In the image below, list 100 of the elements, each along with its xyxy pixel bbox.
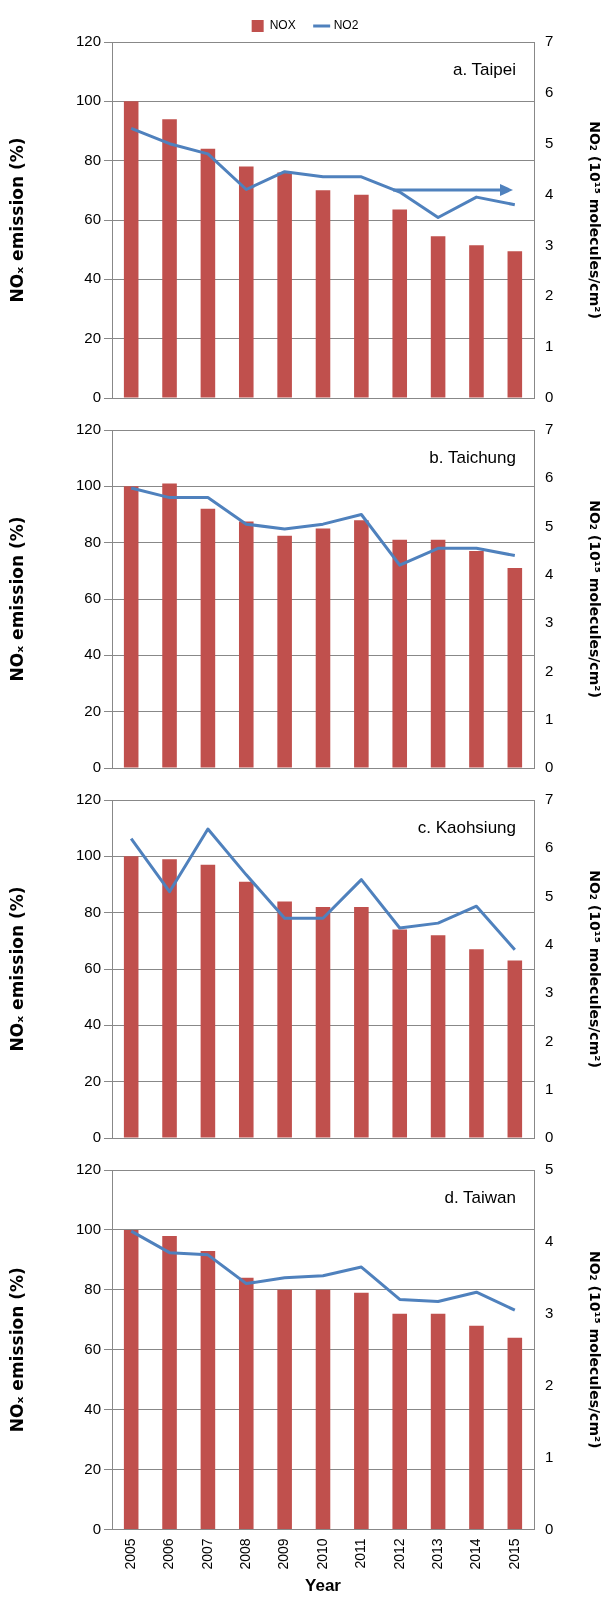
x-tick-label: 2013 [428,1538,445,1570]
bar [469,551,484,768]
y2-tick-label: 5 [545,886,554,904]
y-tick-label: 120 [75,420,101,438]
bar [315,1289,331,1529]
y2-tick-label: 6 [545,838,554,856]
y-tick-label: 60 [84,1339,101,1357]
y2-tick-label: 2 [545,1375,554,1393]
y2-tick-label: 0 [545,388,554,406]
bar [354,520,369,768]
y2-axis-title: NO₂ (10¹⁵ molecules/cm²) [586,121,603,319]
y-tick-label: 20 [84,701,101,719]
y2-tick-label: 2 [545,286,554,304]
y2-tick-label: 1 [545,709,554,727]
y2-tick-label: 4 [545,565,554,582]
y-axis-title: NOₓ emission (%) [6,886,27,1052]
bar [123,1229,139,1529]
y-tick-label: 60 [84,210,101,228]
text: a. Taipei [452,59,516,79]
y2-tick-label: 3 [545,1303,554,1321]
x-tick-label: 2009 [275,1538,292,1570]
y-tick-label: 40 [84,1015,101,1033]
y-tick-label: 40 [84,269,101,287]
bar [392,209,408,398]
bar [392,929,408,1138]
y-tick-label: 120 [75,1160,101,1178]
y-tick-label: 20 [84,328,101,346]
y2-tick-label: 6 [545,83,554,100]
y-tick-label: 20 [84,1459,101,1477]
bar [354,1292,369,1529]
x-tick-label: 2008 [237,1538,254,1570]
y-tick-label: 120 [75,32,101,50]
bar [507,568,523,768]
y2-axis-title: NO₂ (10¹⁵ molecules/cm²) [586,1250,603,1449]
bar [123,101,139,398]
bar [162,859,177,1138]
y-axis-title: NOₓ emission (%) [6,516,27,682]
bar [430,935,446,1138]
bar [469,949,484,1138]
y-tick-label: 0 [92,388,101,406]
y-tick-label: 80 [84,532,101,550]
y2-tick-label: 6 [545,468,554,486]
y-tick-label: 100 [75,91,101,109]
y-tick-label: 80 [84,902,101,920]
y2-tick-label: 2 [545,1031,554,1049]
bar [123,856,139,1138]
y2-tick-label: 1 [545,1079,554,1097]
bar [430,1313,446,1529]
text: b. Taichung [429,447,516,467]
x-tick-label: 2012 [390,1538,407,1570]
y2-tick-label: 5 [545,516,554,534]
bar [392,539,408,768]
bar [354,907,369,1138]
y2-tick-label: 1 [545,337,554,355]
legend-label: NOX [269,18,296,33]
x-tick-label: 2011 [352,1538,369,1569]
bar [238,881,254,1138]
y-tick-label: 60 [84,959,101,977]
y-tick-label: 100 [75,1220,101,1238]
x-tick-label: 2005 [122,1538,139,1570]
y2-tick-label: 0 [545,758,554,776]
y2-tick-label: 5 [545,1160,554,1178]
y2-axis-title: NO₂ (10¹⁵ molecules/cm²) [586,500,603,698]
y2-tick-label: 0 [545,1519,554,1537]
x-axis-title: Year [305,1576,342,1596]
bar [507,251,523,398]
y-axis-title: NOₓ emission (%) [6,1267,27,1433]
bar [277,901,292,1138]
x-tick-label: 2015 [505,1538,522,1570]
legend-label: NO2 [333,18,359,33]
x-tick-label: 2007 [198,1538,215,1570]
y2-tick-label: 7 [545,420,554,438]
bar [238,1277,254,1529]
y-tick-label: 40 [84,645,101,663]
y2-tick-label: 1 [545,1447,554,1465]
y-tick-label: 0 [92,1519,101,1537]
y-tick-label: 40 [84,1399,101,1417]
y2-tick-label: 0 [545,1128,554,1146]
bar [430,236,446,398]
bar [277,535,292,768]
bar [200,864,216,1138]
bar [162,119,177,398]
y2-tick-label: 7 [545,790,554,808]
y2-tick-label: 3 [545,235,554,253]
bar [200,1250,216,1529]
bar [469,1325,484,1529]
y2-tick-label: 7 [545,32,554,50]
y-tick-label: 120 [75,790,101,808]
bar [238,166,254,398]
x-tick-label: 2010 [313,1538,330,1570]
y-tick-label: 0 [92,758,101,776]
y2-tick-label: 5 [545,133,554,151]
x-tick-label: 2006 [160,1538,177,1570]
y-tick-label: 80 [84,150,101,168]
bar [507,960,523,1138]
bar [277,1289,292,1529]
bar [277,172,292,398]
bar [162,1235,177,1529]
bar [238,521,254,768]
bar [507,1337,523,1529]
